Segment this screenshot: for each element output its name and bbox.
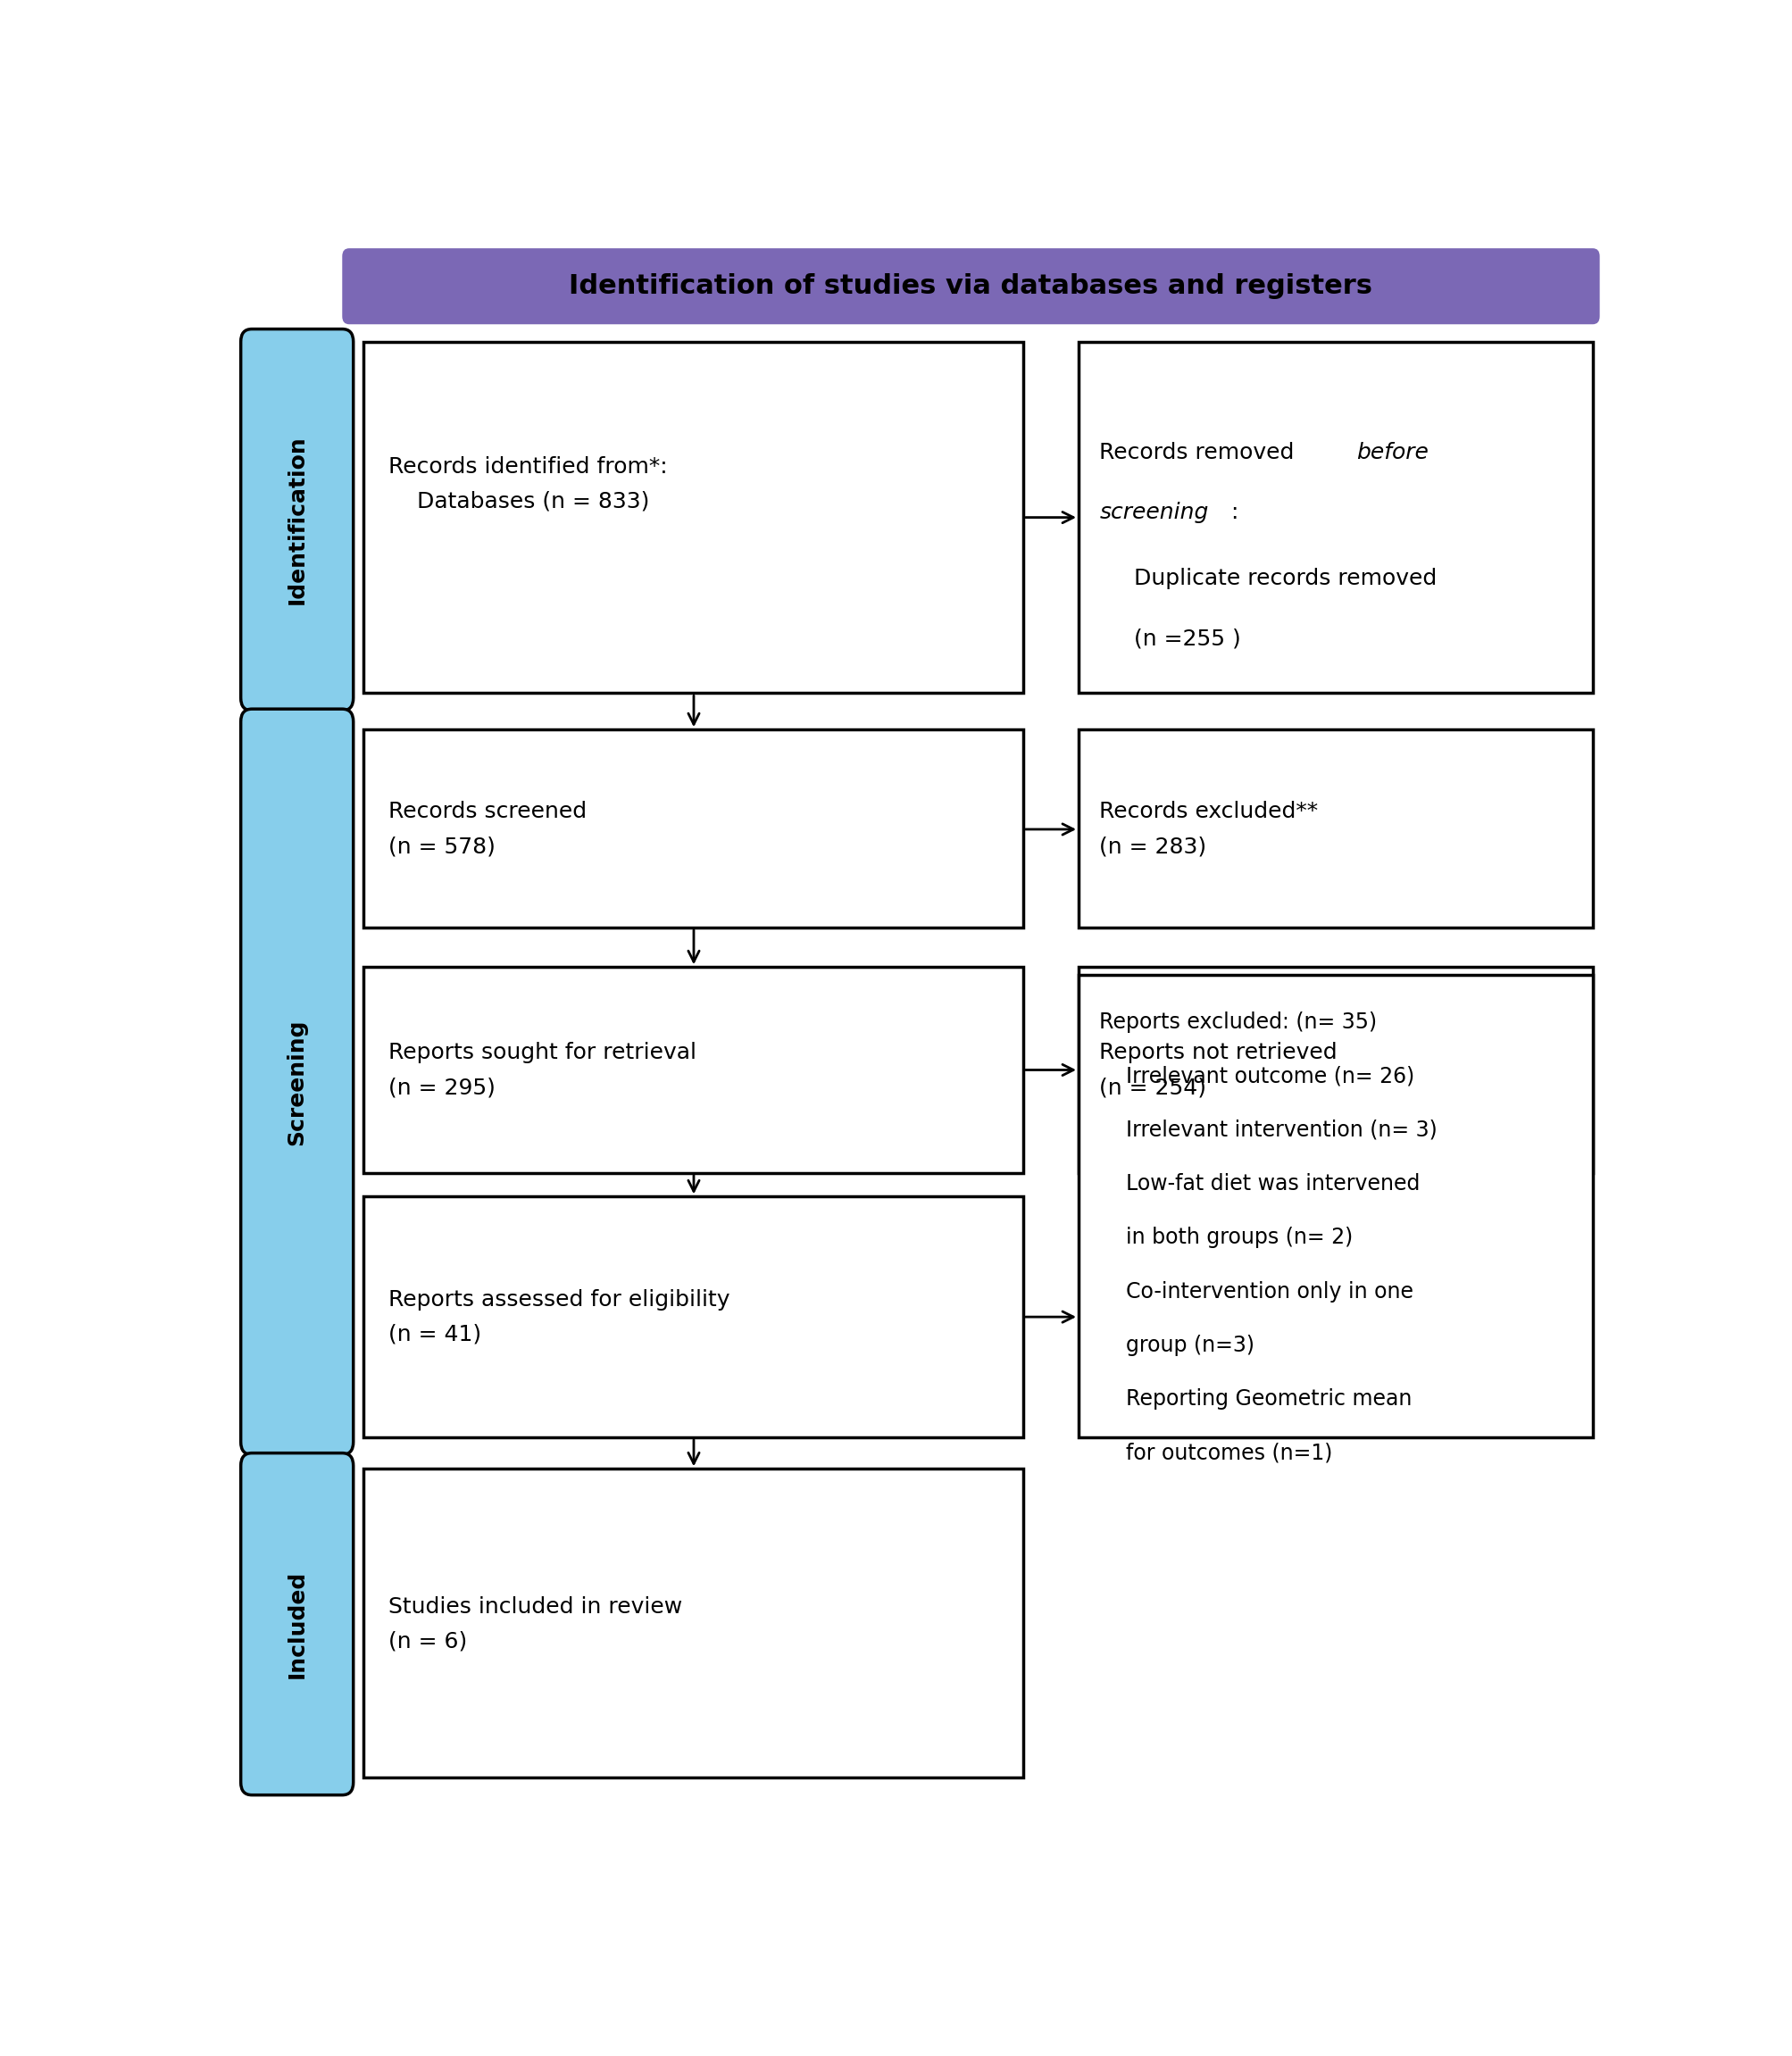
FancyBboxPatch shape	[240, 329, 353, 711]
Text: Reports not retrieved
(n = 254): Reports not retrieved (n = 254)	[1098, 1042, 1337, 1098]
Text: Co-intervention only in one: Co-intervention only in one	[1098, 1281, 1414, 1301]
FancyBboxPatch shape	[364, 1468, 1023, 1778]
FancyBboxPatch shape	[1079, 966, 1591, 1172]
FancyBboxPatch shape	[240, 709, 353, 1456]
Text: Reports assessed for eligibility
(n = 41): Reports assessed for eligibility (n = 41…	[387, 1289, 729, 1345]
FancyBboxPatch shape	[1079, 730, 1591, 927]
Text: in both groups (n= 2): in both groups (n= 2)	[1098, 1227, 1353, 1248]
Text: :: :	[1229, 502, 1236, 524]
FancyBboxPatch shape	[1079, 341, 1591, 693]
Text: Studies included in review
(n = 6): Studies included in review (n = 6)	[387, 1595, 681, 1653]
FancyBboxPatch shape	[364, 966, 1023, 1172]
FancyBboxPatch shape	[364, 730, 1023, 927]
Text: Low-fat diet was intervened: Low-fat diet was intervened	[1098, 1174, 1419, 1195]
Text: Identification: Identification	[287, 436, 308, 604]
FancyBboxPatch shape	[364, 1197, 1023, 1437]
Text: Reporting Geometric mean: Reporting Geometric mean	[1098, 1388, 1412, 1410]
Text: group (n=3): group (n=3)	[1098, 1334, 1254, 1357]
Text: Identification of studies via databases and registers: Identification of studies via databases …	[568, 273, 1373, 300]
FancyBboxPatch shape	[240, 1454, 353, 1795]
FancyBboxPatch shape	[342, 249, 1598, 325]
Text: Records screened
(n = 578): Records screened (n = 578)	[387, 802, 586, 857]
FancyBboxPatch shape	[1079, 975, 1591, 1437]
Text: Duplicate records removed: Duplicate records removed	[1134, 567, 1437, 590]
Text: for outcomes (n=1): for outcomes (n=1)	[1098, 1443, 1331, 1464]
Text: Screening: Screening	[287, 1018, 308, 1145]
Text: Reports sought for retrieval
(n = 295): Reports sought for retrieval (n = 295)	[387, 1042, 695, 1098]
Text: Irrelevant intervention (n= 3): Irrelevant intervention (n= 3)	[1098, 1118, 1437, 1141]
Text: before: before	[1357, 442, 1428, 463]
Text: Irrelevant outcome (n= 26): Irrelevant outcome (n= 26)	[1098, 1065, 1414, 1088]
Text: screening: screening	[1098, 502, 1208, 524]
Text: (n =255 ): (n =255 )	[1134, 629, 1240, 650]
Text: Records removed: Records removed	[1098, 442, 1301, 463]
Text: Included: Included	[287, 1571, 308, 1678]
Text: Reports excluded: (n= 35): Reports excluded: (n= 35)	[1098, 1012, 1376, 1034]
Text: Records excluded**
(n = 283): Records excluded** (n = 283)	[1098, 802, 1317, 857]
Text: Records identified from*:
    Databases (n = 833): Records identified from*: Databases (n =…	[387, 456, 667, 512]
FancyBboxPatch shape	[364, 341, 1023, 693]
